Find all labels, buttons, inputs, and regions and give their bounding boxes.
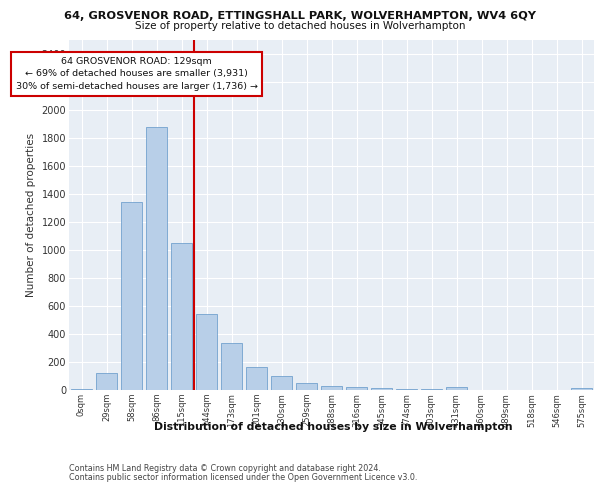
Bar	[446, 387, 467, 390]
Bar	[271, 376, 292, 390]
Bar	[196, 314, 217, 390]
Text: Size of property relative to detached houses in Wolverhampton: Size of property relative to detached ho…	[135, 21, 465, 31]
Bar	[296, 383, 317, 390]
Bar	[96, 372, 117, 390]
Bar	[346, 387, 367, 390]
Bar	[371, 388, 392, 390]
Text: 64, GROSVENOR ROAD, ETTINGSHALL PARK, WOLVERHAMPTON, WV4 6QY: 64, GROSVENOR ROAD, ETTINGSHALL PARK, WO…	[64, 11, 536, 21]
Y-axis label: Number of detached properties: Number of detached properties	[26, 133, 36, 297]
Bar	[171, 243, 192, 390]
Bar	[221, 343, 242, 390]
Bar	[71, 388, 92, 390]
Bar	[246, 367, 267, 390]
Bar	[571, 388, 592, 390]
Text: Contains public sector information licensed under the Open Government Licence v3: Contains public sector information licen…	[69, 472, 418, 482]
Bar	[146, 127, 167, 390]
Text: Contains HM Land Registry data © Crown copyright and database right 2024.: Contains HM Land Registry data © Crown c…	[69, 464, 381, 473]
Bar	[396, 388, 417, 390]
Text: 64 GROSVENOR ROAD: 129sqm
← 69% of detached houses are smaller (3,931)
30% of se: 64 GROSVENOR ROAD: 129sqm ← 69% of detac…	[16, 57, 257, 91]
Text: Distribution of detached houses by size in Wolverhampton: Distribution of detached houses by size …	[154, 422, 512, 432]
Bar	[121, 202, 142, 390]
Bar	[321, 386, 342, 390]
